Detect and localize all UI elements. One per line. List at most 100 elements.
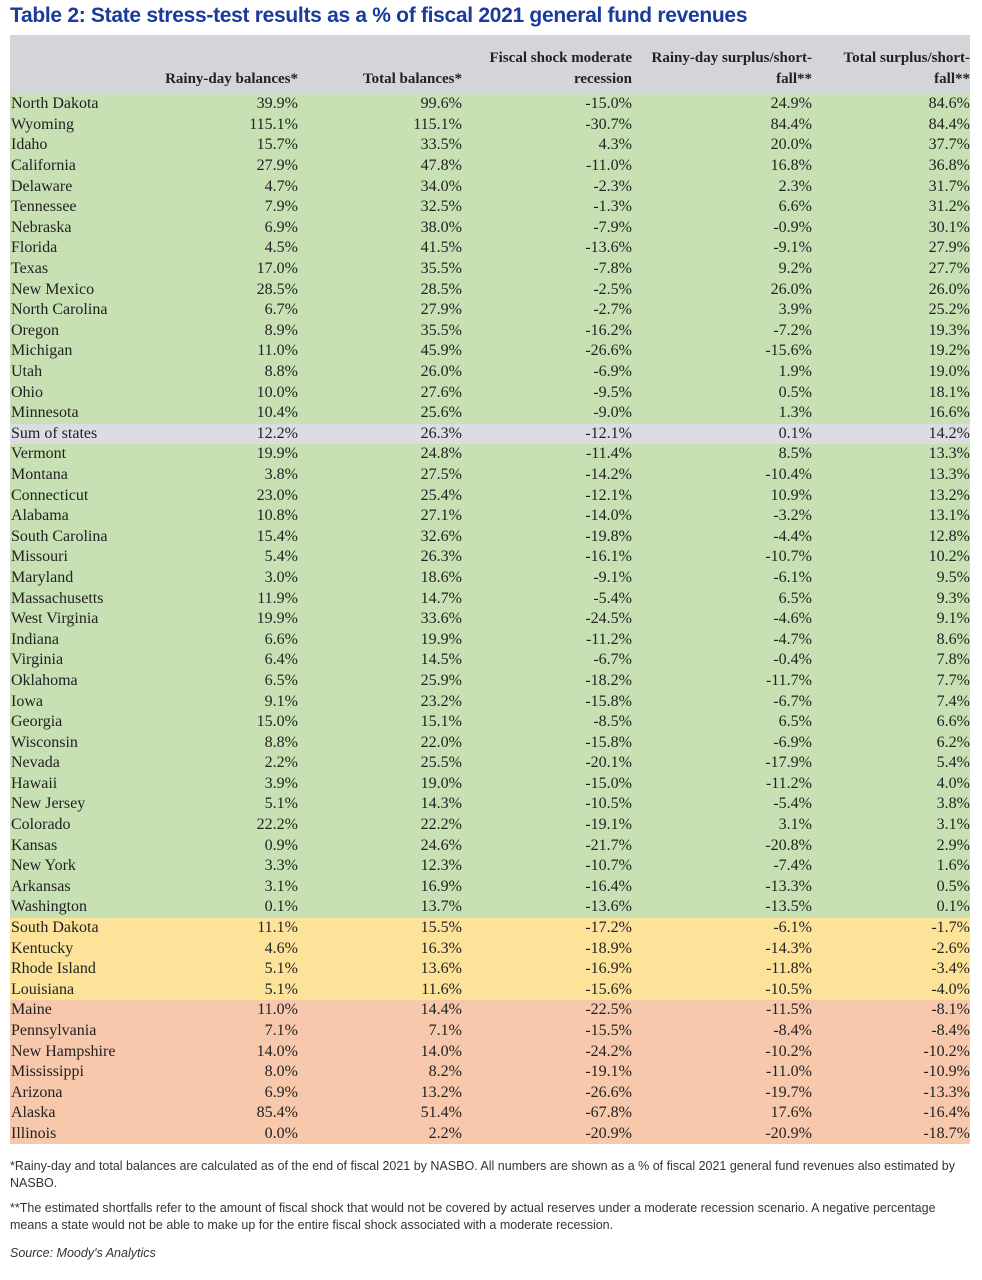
- total-balance: 12.3%: [298, 855, 462, 877]
- total-balance: 7.1%: [298, 1020, 462, 1042]
- rainy-day-balance: 15.4%: [160, 526, 298, 548]
- table-row: Washington 0.1% 13.7% -13.6% -13.5% 0.1%: [10, 897, 970, 918]
- rainy-day-surplus: -4.6%: [632, 608, 812, 630]
- total-balance: 51.4%: [298, 1103, 462, 1124]
- table-row: Montana 3.8% 27.5% -14.2% -10.4% 13.3%: [10, 464, 970, 486]
- total-balance: 8.2%: [298, 1061, 462, 1083]
- total-balance: 35.5%: [298, 258, 462, 280]
- total-balance: 27.6%: [298, 382, 462, 403]
- fiscal-shock: -26.6%: [462, 341, 632, 362]
- total-balance: 26.3%: [298, 423, 462, 445]
- fiscal-shock: -10.7%: [462, 855, 632, 877]
- rainy-day-balance: 22.2%: [160, 814, 298, 836]
- state-name: Michigan: [10, 341, 160, 362]
- table-row: Minnesota 10.4% 25.6% -9.0% 1.3% 16.6%: [10, 402, 970, 424]
- total-balance: 14.5%: [298, 650, 462, 671]
- state-name: Alaska: [10, 1103, 160, 1124]
- source-note: Source: Moody's Analytics: [10, 1246, 156, 1260]
- fiscal-shock: -19.8%: [462, 526, 632, 548]
- fiscal-shock: -16.9%: [462, 958, 632, 980]
- total-balance: 27.9%: [298, 299, 462, 321]
- total-surplus: 19.0%: [812, 361, 970, 383]
- total-balance: 22.0%: [298, 732, 462, 753]
- table-row: North Dakota 39.9% 99.6% -15.0% 24.9% 84.6%: [10, 94, 970, 115]
- rainy-day-balance: 15.0%: [160, 711, 298, 733]
- total-balance: 27.1%: [298, 505, 462, 527]
- total-balance: 14.4%: [298, 1000, 462, 1021]
- fiscal-shock: -26.6%: [462, 1082, 632, 1104]
- state-name: Nevada: [10, 753, 160, 774]
- total-balance: 13.2%: [298, 1082, 462, 1104]
- fiscal-shock: -15.8%: [462, 732, 632, 753]
- fiscal-shock: -14.2%: [462, 464, 632, 486]
- total-surplus: 19.2%: [812, 341, 970, 362]
- total-balance: 41.5%: [298, 238, 462, 259]
- rainy-day-balance: 3.1%: [160, 876, 298, 898]
- table-row: South Dakota 11.1% 15.5% -17.2% -6.1% -1.7%: [10, 917, 970, 939]
- state-name: Kansas: [10, 835, 160, 856]
- table-row: Rhode Island 5.1% 13.6% -16.9% -11.8% -3.4%: [10, 958, 970, 980]
- state-name: California: [10, 155, 160, 177]
- table-row: Nebraska 6.9% 38.0% -7.9% -0.9% 30.1%: [10, 217, 970, 239]
- state-name: Hawaii: [10, 773, 160, 795]
- total-balance: 24.6%: [298, 835, 462, 856]
- table-row: Illinois 0.0% 2.2% -20.9% -20.9% -18.7%: [10, 1123, 970, 1145]
- table-row: Missouri 5.4% 26.3% -16.1% -10.7% 10.2%: [10, 547, 970, 568]
- rainy-day-balance: 3.8%: [160, 464, 298, 486]
- total-balance: 45.9%: [298, 341, 462, 362]
- table-row: Virginia 6.4% 14.5% -6.7% -0.4% 7.8%: [10, 650, 970, 671]
- total-surplus: 25.2%: [812, 299, 970, 321]
- total-surplus: 10.2%: [812, 547, 970, 568]
- header-total-balances: Total balances*: [298, 35, 462, 94]
- fiscal-shock: -19.1%: [462, 814, 632, 836]
- rainy-day-surplus: -13.5%: [632, 897, 812, 918]
- rainy-day-surplus: 1.3%: [632, 402, 812, 424]
- footnote-1: *Rainy-day and total balances are calcul…: [10, 1159, 955, 1190]
- fiscal-shock: -9.1%: [462, 567, 632, 589]
- rainy-day-surplus: -0.4%: [632, 650, 812, 671]
- total-surplus: 4.0%: [812, 773, 970, 795]
- table-row: Michigan 11.0% 45.9% -26.6% -15.6% 19.2%: [10, 341, 970, 362]
- total-surplus: 19.3%: [812, 320, 970, 342]
- header-row: Rainy-day balances* Total balances* Fisc…: [10, 35, 970, 94]
- total-surplus: 13.3%: [812, 444, 970, 465]
- total-balance: 25.5%: [298, 753, 462, 774]
- total-balance: 19.0%: [298, 773, 462, 795]
- header-rainy-day-balances: Rainy-day balances*: [160, 35, 298, 94]
- total-surplus: 27.7%: [812, 258, 970, 280]
- rainy-day-balance: 0.1%: [160, 897, 298, 918]
- total-balance: 25.6%: [298, 402, 462, 424]
- footnote-2: **The estimated shortfalls refer to the …: [10, 1201, 936, 1232]
- rainy-day-balance: 15.7%: [160, 135, 298, 156]
- rainy-day-balance: 0.9%: [160, 835, 298, 856]
- rainy-day-surplus: -3.2%: [632, 505, 812, 527]
- fiscal-shock: -67.8%: [462, 1103, 632, 1124]
- rainy-day-balance: 19.9%: [160, 608, 298, 630]
- rainy-day-surplus: 8.5%: [632, 444, 812, 465]
- rainy-day-surplus: 2.3%: [632, 176, 812, 197]
- fiscal-shock: -17.2%: [462, 917, 632, 939]
- state-name: Nebraska: [10, 217, 160, 239]
- rainy-day-surplus: -11.7%: [632, 670, 812, 692]
- table-row: Alabama 10.8% 27.1% -14.0% -3.2% 13.1%: [10, 505, 970, 527]
- rainy-day-balance: 23.0%: [160, 485, 298, 506]
- rainy-day-balance: 6.5%: [160, 670, 298, 692]
- fiscal-shock: -16.4%: [462, 876, 632, 898]
- rainy-day-surplus: -0.9%: [632, 217, 812, 239]
- rainy-day-surplus: 9.2%: [632, 258, 812, 280]
- state-name: Missouri: [10, 547, 160, 568]
- total-balance: 26.0%: [298, 361, 462, 383]
- table-row: New York 3.3% 12.3% -10.7% -7.4% 1.6%: [10, 855, 970, 877]
- rainy-day-surplus: -20.8%: [632, 835, 812, 856]
- state-name: New Hampshire: [10, 1041, 160, 1062]
- total-surplus: -8.1%: [812, 1000, 970, 1021]
- table-row: Oklahoma 6.5% 25.9% -18.2% -11.7% 7.7%: [10, 670, 970, 692]
- total-balance: 11.6%: [298, 979, 462, 1001]
- total-surplus: 7.4%: [812, 691, 970, 712]
- total-surplus: 7.8%: [812, 650, 970, 671]
- state-name: Connecticut: [10, 485, 160, 506]
- total-surplus: 5.4%: [812, 753, 970, 774]
- header-total-surplus: Total surplus/short-fall**: [812, 35, 970, 94]
- state-name: Alabama: [10, 505, 160, 527]
- fiscal-shock: -20.1%: [462, 753, 632, 774]
